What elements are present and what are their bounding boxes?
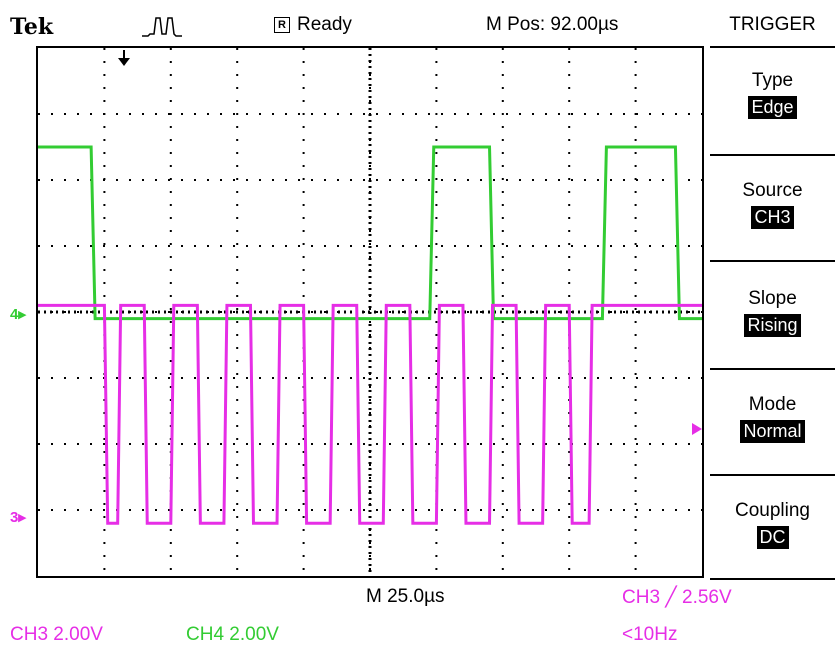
- menu-item-label: Slope: [748, 288, 797, 309]
- horizontal-position-readout: M Pos: 92.00µs: [486, 14, 619, 35]
- ch4-scale-readout: CH4 2.00V: [186, 624, 279, 645]
- status-box: R: [274, 17, 290, 33]
- menu-item-value: Normal: [740, 420, 805, 443]
- ch3-scale-readout: CH3 2.00V: [10, 624, 103, 645]
- menu-divider: [710, 154, 835, 156]
- menu-item-value: Edge: [748, 96, 797, 119]
- waveform-graticule: [38, 48, 702, 576]
- ch3-ground-marker: 3▸: [10, 509, 26, 526]
- menu-divider: [710, 368, 835, 370]
- menu-title: TRIGGER: [729, 14, 816, 35]
- acquisition-status: R Ready: [274, 14, 352, 36]
- menu-divider: [710, 46, 835, 48]
- trigger-menu: TRIGGER: [710, 0, 835, 580]
- menu-item-label: Coupling: [735, 500, 810, 521]
- menu-item-mode[interactable]: Mode Normal: [710, 394, 835, 443]
- trigger-frequency-readout: <10Hz: [622, 624, 678, 645]
- menu-item-coupling[interactable]: Coupling DC: [710, 500, 835, 549]
- menu-item-source[interactable]: Source CH3: [710, 180, 835, 229]
- trigger-position-marker-icon: [118, 50, 130, 66]
- menu-divider: [710, 260, 835, 262]
- menu-item-type[interactable]: Type Edge: [710, 70, 835, 119]
- ch3-trace: [38, 303, 702, 525]
- menu-item-value: Rising: [744, 314, 801, 337]
- trigger-level-marker-icon: [692, 423, 702, 435]
- ch4-ground-marker: 4▸: [10, 306, 26, 323]
- status-bar: Tek R Ready M Pos: 92.00µs: [0, 0, 710, 46]
- waveform-display: [36, 46, 704, 578]
- menu-item-value: CH3: [751, 206, 794, 229]
- menu-divider: [710, 474, 835, 476]
- brand-logo: Tek: [10, 14, 54, 40]
- pulse-icon: [142, 17, 182, 37]
- status-text: Ready: [297, 14, 352, 35]
- menu-item-label: Type: [751, 70, 794, 91]
- menu-item-label: Source: [742, 180, 803, 201]
- timebase-readout: M 25.0µs: [366, 586, 445, 607]
- menu-divider: [710, 578, 835, 580]
- menu-item-slope[interactable]: Slope Rising: [710, 288, 835, 337]
- menu-item-label: Mode: [748, 394, 797, 415]
- trigger-readout: CH3 ╱ 2.56V: [622, 587, 732, 608]
- ch4-trace: [38, 145, 702, 321]
- menu-item-value: DC: [756, 526, 789, 549]
